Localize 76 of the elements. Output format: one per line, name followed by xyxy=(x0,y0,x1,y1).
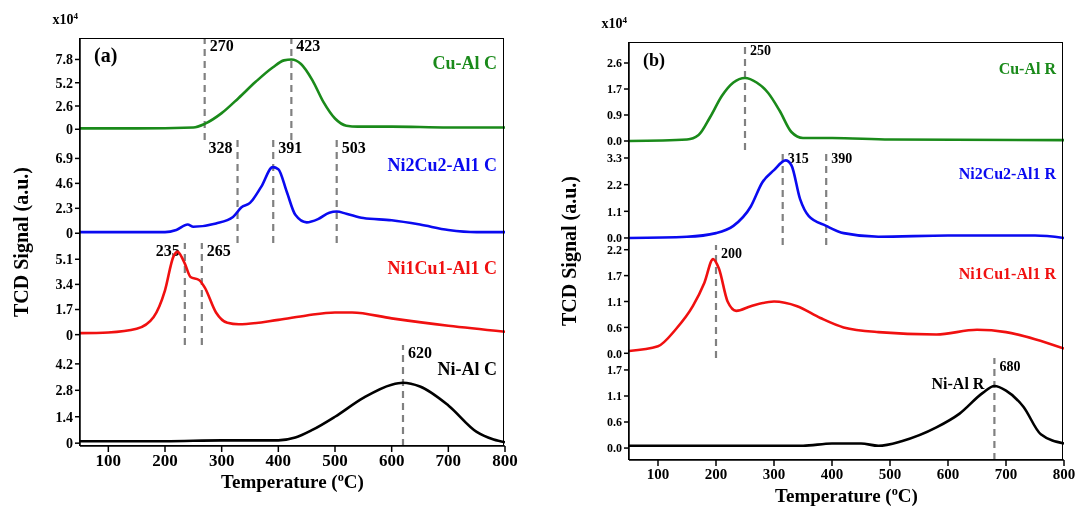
ref-line-label: 250 xyxy=(750,43,771,58)
y-tick-label: 0 xyxy=(66,327,73,343)
y-tick-label: 2.3 xyxy=(55,201,73,217)
line-series xyxy=(629,76,1064,143)
x-tick-label: 300 xyxy=(208,451,235,471)
annotation: (a) xyxy=(94,44,118,67)
y-tick-label: 0.6 xyxy=(607,320,622,335)
y-tick-label: 0.0 xyxy=(607,441,622,456)
y-tick-label: 1.1 xyxy=(607,294,622,309)
y-tick-label: 1.7 xyxy=(607,82,622,97)
y-axis-title: TCD Signal (a.u.) xyxy=(10,166,34,319)
y-tick-label: 7.8 xyxy=(55,52,73,68)
ref-line-label: 200 xyxy=(721,246,742,261)
x-tick-label: 500 xyxy=(322,451,348,471)
ref-line-label: 328 xyxy=(208,139,233,156)
y-tick-label: 2.2 xyxy=(607,177,622,192)
text: x10$^{4}$ xyxy=(52,11,79,27)
x-tick-label: 200 xyxy=(152,451,178,471)
annotation: (b) xyxy=(643,50,665,71)
x-tick-label: 400 xyxy=(820,465,844,482)
y-axis-title: TCD Signal (a.u.) xyxy=(558,175,582,328)
text: Ni1Cu1-Al1 R xyxy=(958,264,1057,282)
y-tick-label: 0 xyxy=(66,436,73,452)
x-tick-label: 600 xyxy=(936,465,960,482)
y-tick-label: 5.2 xyxy=(55,75,73,91)
ref-line-label: 503 xyxy=(341,139,366,156)
y-tick-label: 2.6 xyxy=(55,98,73,114)
series-label: Ni-Al C xyxy=(437,359,497,380)
y-tick-label: 0.0 xyxy=(607,134,622,149)
text: Cu-Al C xyxy=(432,52,497,73)
y-tick-label: 0.9 xyxy=(607,108,622,123)
x-tick-label: 100 xyxy=(95,451,122,471)
y-tick-label: 2.6 xyxy=(607,56,622,71)
y-tick-label: 2.8 xyxy=(55,383,73,399)
ref-line-label: 391 xyxy=(278,139,303,156)
text: Ni1Cu1-Al1 C xyxy=(387,257,497,278)
x-tick-label: 600 xyxy=(378,451,405,471)
y-tick-label: 1.7 xyxy=(55,302,73,318)
x-tick-label: 500 xyxy=(878,465,902,482)
y-tick-label: 0.0 xyxy=(607,346,622,361)
x-axis-title: Temperature ($^{o}$C) xyxy=(775,484,918,507)
text: Ni2Cu2-Al1 C xyxy=(387,154,497,175)
text: Cu-Al R xyxy=(998,60,1057,78)
y-tick-label: 0 xyxy=(66,226,73,242)
ref-line-label: 270 xyxy=(209,37,234,54)
y-tick-label: 1.1 xyxy=(607,389,622,404)
y-tick-label: 4.6 xyxy=(55,176,73,192)
x-axis-title: Temperature ($^{o}$C) xyxy=(221,470,364,493)
x-tick-label: 700 xyxy=(435,451,462,471)
x-tick-label: 800 xyxy=(1052,465,1076,482)
y-tick-label: 3.3 xyxy=(607,151,622,166)
text: Ni2Cu2-Al1 R xyxy=(958,164,1057,182)
y-tick-label: 1.7 xyxy=(607,268,622,283)
y-tick-label: 1.1 xyxy=(607,204,622,219)
y-tick-label: 1.7 xyxy=(607,363,622,378)
x-tick-label: 400 xyxy=(265,451,292,471)
y-tick-label: 0.6 xyxy=(607,415,622,430)
text: x10$^{4}$ xyxy=(601,15,628,31)
ref-line-label: 423 xyxy=(296,37,321,54)
ref-line-label: 265 xyxy=(206,242,231,259)
y-tick-label: 0 xyxy=(66,122,73,138)
series-label: Ni-Al R xyxy=(931,374,985,392)
ref-line-label: 620 xyxy=(408,344,432,361)
x-tick-label: 300 xyxy=(762,465,786,482)
y-tick-label: 1.4 xyxy=(55,409,73,425)
y-tick-label: 6.9 xyxy=(55,151,73,167)
line-series xyxy=(629,257,1064,353)
y-tick-label: 4.2 xyxy=(55,356,73,372)
y-tick-label: 3.4 xyxy=(55,277,73,293)
ref-line-label: 390 xyxy=(831,151,853,166)
x-tick-label: 200 xyxy=(704,465,728,482)
x-tick-label: 800 xyxy=(492,451,518,471)
x-tick-label: 100 xyxy=(646,465,670,482)
ref-line-label: 680 xyxy=(999,359,1021,374)
x-tick-label: 700 xyxy=(994,465,1018,482)
y-tick-label: 5.1 xyxy=(55,252,73,268)
